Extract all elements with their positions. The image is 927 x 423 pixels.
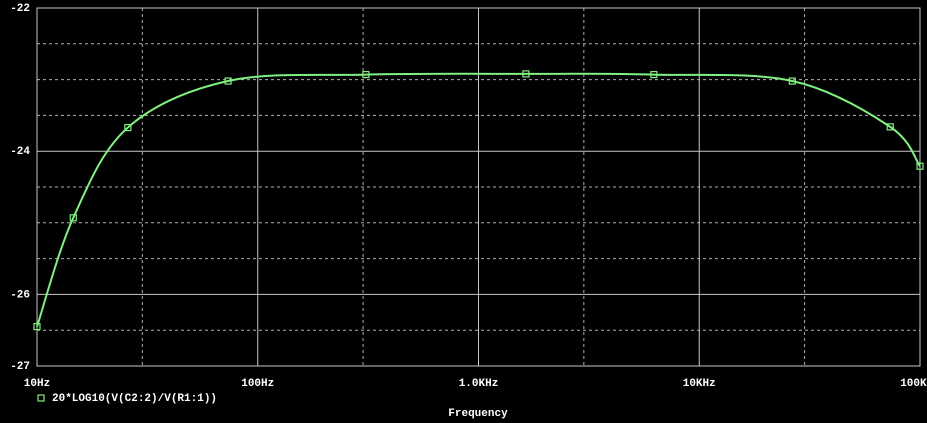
x-tick-label: 1.0KHz bbox=[459, 378, 499, 390]
x-tick-label: 10KHz bbox=[683, 378, 716, 390]
y-tick-label: -27 bbox=[10, 361, 30, 373]
y-tick-label: -22 bbox=[10, 3, 30, 15]
point-marker bbox=[788, 77, 796, 85]
legend-label: 20*LOG10(V(C2:2)/V(R1:1)) bbox=[52, 393, 217, 405]
point-marker bbox=[69, 214, 77, 222]
x-tick-label: 10Hz bbox=[24, 378, 50, 390]
x-tick-label: 100Hz bbox=[241, 378, 274, 390]
y-tick-label: -26 bbox=[10, 289, 30, 301]
plot-border bbox=[36, 7, 921, 367]
point-marker bbox=[886, 123, 894, 131]
point-marker bbox=[124, 123, 132, 132]
y-tick-label: -24 bbox=[10, 146, 30, 158]
point-marker bbox=[33, 323, 41, 331]
x-axis-label: Frequency bbox=[448, 408, 508, 420]
series-line bbox=[36, 72, 921, 327]
point-marker bbox=[916, 162, 924, 170]
point-marker bbox=[224, 77, 232, 85]
point-marker bbox=[522, 70, 530, 78]
x-tick-label: 100KHz bbox=[900, 378, 927, 390]
legend-marker bbox=[37, 394, 45, 402]
point-marker bbox=[362, 70, 370, 79]
point-marker bbox=[650, 70, 658, 79]
